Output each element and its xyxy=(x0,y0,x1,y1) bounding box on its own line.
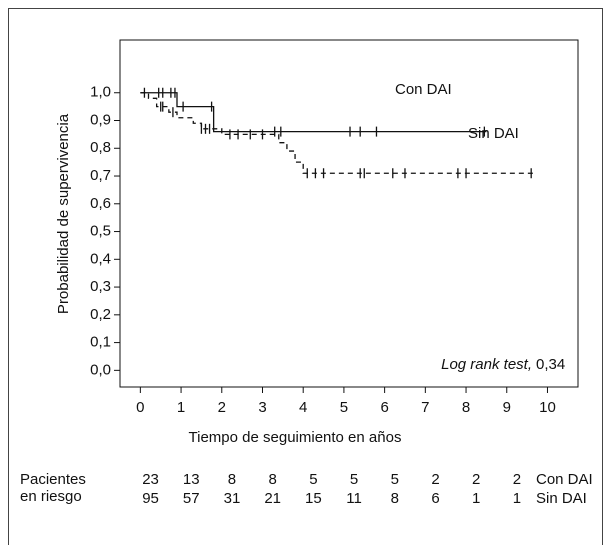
at-risk-count: 8 xyxy=(268,471,276,488)
x-tick-label: 4 xyxy=(299,399,307,416)
x-tick-label: 7 xyxy=(421,399,429,416)
y-tick-label: 0,5 xyxy=(90,223,111,240)
series-label: Sin DAI xyxy=(468,125,519,142)
y-tick-label: 0,3 xyxy=(90,278,111,295)
at-risk-count: 57 xyxy=(183,490,200,507)
x-axis-label: Tiempo de seguimiento en años xyxy=(189,429,402,446)
x-tick-label: 8 xyxy=(462,399,470,416)
at-risk-series: Con DAI xyxy=(536,471,593,488)
y-tick-label: 0,6 xyxy=(90,195,111,212)
at-risk-count: 2 xyxy=(431,471,439,488)
at-risk-count: 2 xyxy=(513,471,521,488)
at-risk-count: 23 xyxy=(142,471,159,488)
y-axis-label: Probabilidad de supervivencia xyxy=(55,113,72,314)
plot-area xyxy=(119,39,579,388)
x-tick-label: 0 xyxy=(136,399,144,416)
at-risk-count: 1 xyxy=(472,490,480,507)
x-tick-label: 10 xyxy=(539,399,556,416)
at-risk-count: 5 xyxy=(350,471,358,488)
y-tick-label: 0,1 xyxy=(90,334,111,351)
at-risk-count: 1 xyxy=(513,490,521,507)
at-risk-count: 2 xyxy=(472,471,480,488)
y-tick-label: 0,7 xyxy=(90,167,111,184)
y-tick-label: 0,8 xyxy=(90,139,111,156)
y-tick-label: 0,4 xyxy=(90,250,111,267)
x-tick-label: 2 xyxy=(218,399,226,416)
series-label: Con DAI xyxy=(395,81,452,98)
at-risk-count: 5 xyxy=(391,471,399,488)
at-risk-count: 21 xyxy=(264,490,281,507)
x-tick-label: 3 xyxy=(258,399,266,416)
at-risk-count: 8 xyxy=(391,490,399,507)
annotation: Log rank test, xyxy=(441,356,532,373)
annotation: 0,34 xyxy=(536,356,565,373)
at-risk-label: Pacientes xyxy=(20,471,86,488)
y-tick-label: 0,0 xyxy=(90,361,111,378)
at-risk-count: 95 xyxy=(142,490,159,507)
at-risk-count: 8 xyxy=(228,471,236,488)
x-tick-label: 6 xyxy=(380,399,388,416)
y-tick-label: 1,0 xyxy=(90,84,111,101)
at-risk-count: 5 xyxy=(309,471,317,488)
at-risk-count: 11 xyxy=(346,490,362,507)
y-tick-label: 0,2 xyxy=(90,306,111,323)
at-risk-count: 31 xyxy=(224,490,241,507)
x-tick-label: 9 xyxy=(503,399,511,416)
x-tick-label: 1 xyxy=(177,399,185,416)
at-risk-label: en riesgo xyxy=(20,488,82,505)
survival-curve xyxy=(140,92,487,133)
at-risk-count: 13 xyxy=(183,471,200,488)
frame xyxy=(8,8,603,545)
at-risk-count: 6 xyxy=(431,490,439,507)
at-risk-series: Sin DAI xyxy=(536,490,587,507)
y-tick-label: 0,9 xyxy=(90,111,111,128)
at-risk-count: 15 xyxy=(305,490,322,507)
x-tick-label: 5 xyxy=(340,399,348,416)
